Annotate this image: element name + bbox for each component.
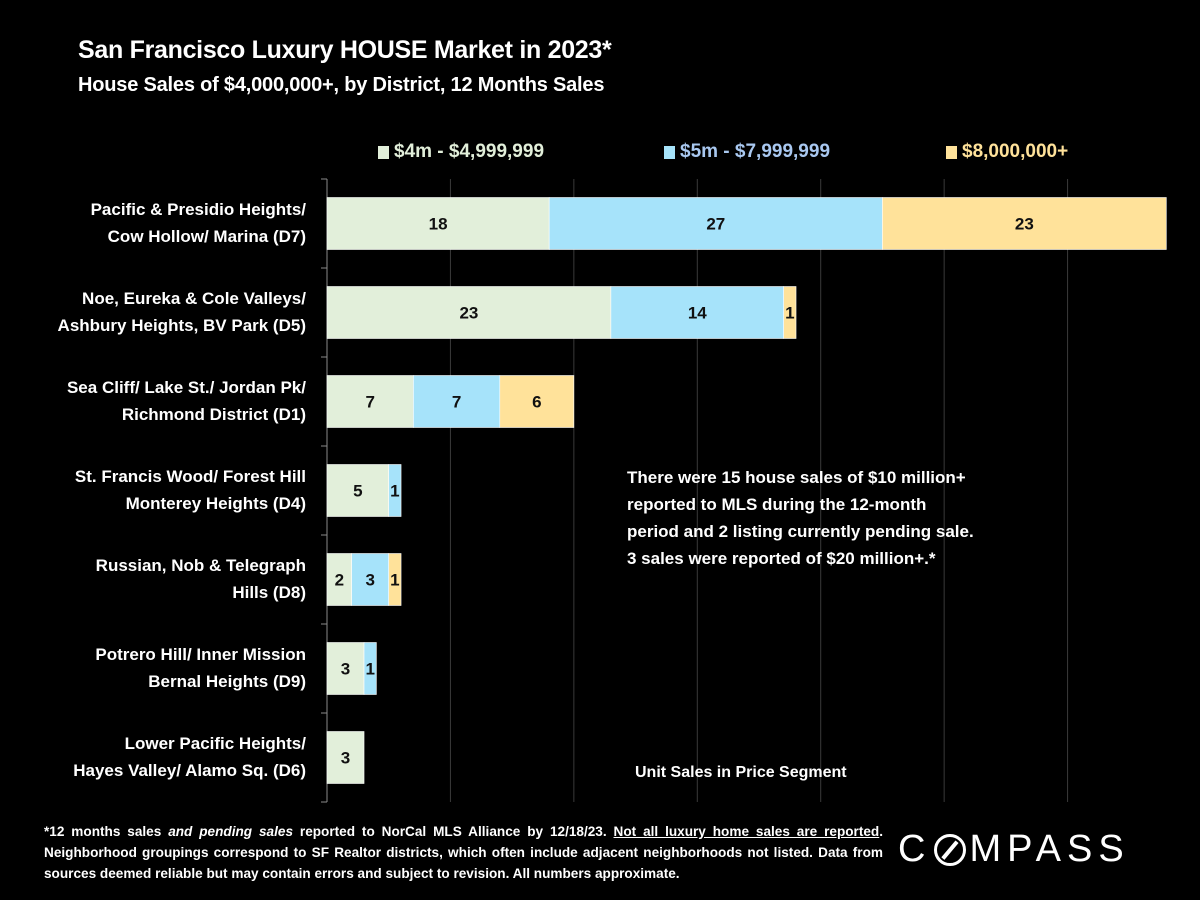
bar-value-label: 14: [688, 304, 707, 323]
category-label: Pacific & Presidio Heights/Cow Hollow/ M…: [6, 196, 306, 250]
category-label-line: Cow Hollow/ Marina (D7): [107, 226, 306, 246]
bar-segment: [882, 197, 1167, 250]
category-label: Sea Cliff/ Lake St./ Jordan Pk/Richmond …: [6, 374, 306, 428]
bar-segment: [363, 642, 377, 695]
bar-value-label: 6: [532, 393, 541, 412]
legend-swatch-4m: [378, 145, 389, 159]
bar-segment: [499, 375, 575, 428]
category-label-line: Hills (D8): [232, 582, 306, 602]
category-label-line: St. Francis Wood/ Forest Hill: [74, 466, 306, 486]
category-label: Noe, Eureka & Cole Valleys/Ashbury Heigh…: [6, 285, 306, 339]
bar-segment: [388, 553, 402, 606]
bar-segment: [326, 464, 390, 517]
category-label-line: Ashbury Heights, BV Park (D5): [57, 315, 306, 335]
logo-o-slash-icon: [934, 833, 967, 866]
bar-value-label: 1: [390, 571, 399, 590]
legend-swatch-5m: [664, 145, 675, 159]
category-label-line: Pacific & Presidio Heights/: [90, 199, 306, 219]
bar-segment: [326, 642, 365, 695]
bar-segment: [610, 286, 784, 339]
footnote-text: *12 months sales: [44, 824, 169, 839]
legend: $4m - $4,999,999 $5m - $7,999,999 $8,000…: [0, 141, 1200, 169]
bar-segment: [548, 197, 883, 250]
callout-text: There were 15 house sales of $10 million…: [627, 464, 1023, 572]
category-label-line: Russian, Nob & Telegraph: [95, 555, 306, 575]
footnote-underlined: Not all luxury home sales are reported: [613, 824, 880, 839]
bar-value-label: 18: [429, 215, 448, 234]
bar-segment: [413, 375, 501, 428]
bar-value-label: 3: [341, 660, 350, 679]
category-label-line: Richmond District (D1): [121, 404, 306, 424]
compass-logo: C MPASS: [898, 828, 1130, 871]
logo-text-c: C: [898, 828, 932, 870]
callout-line: reported to MLS during the 12-month: [627, 495, 927, 514]
category-label: St. Francis Wood/ Forest Hill Monterey He…: [6, 463, 306, 517]
bar-segment: [388, 464, 402, 517]
category-label-line: Lower Pacific Heights/: [124, 733, 306, 753]
legend-item-8m: $8,000,000+: [946, 141, 1068, 163]
logo-text-mpass: MPASS: [969, 828, 1130, 870]
legend-label-8m: $8,000,000+: [962, 141, 1069, 162]
legend-item-5m: $5m - $7,999,999: [664, 141, 830, 163]
bar-value-label: 1: [390, 482, 399, 501]
category-label: Russian, Nob & Telegraph Hills (D8): [6, 552, 306, 606]
category-label-line: Bernal Heights (D9): [148, 671, 306, 691]
callout-line: 3 sales were reported of $20 million+.*: [627, 549, 936, 568]
callout-line: There were 15 house sales of $10 million…: [627, 468, 966, 487]
chart-subtitle: House Sales of $4,000,000+, by District,…: [78, 74, 605, 96]
bar-value-label: 1: [365, 660, 374, 679]
bar-value-label: 27: [706, 215, 725, 234]
bar-segment: [351, 553, 390, 606]
bar-segment: [326, 553, 352, 606]
footnote-italic: and pending sales: [168, 824, 294, 839]
bar-segment: [326, 286, 612, 339]
footnote-text: . Neighborhood groupings correspond to S…: [44, 824, 884, 881]
legend-label-5m: $5m - $7,999,999: [680, 141, 831, 162]
bar-value-label: 7: [365, 393, 374, 412]
bar-segment: [326, 375, 414, 428]
category-label-line: Monterey Heights (D4): [125, 493, 306, 513]
bar-value-label: 2: [335, 571, 344, 590]
callout-line: period and 2 listing currently pending s…: [627, 522, 974, 541]
category-label-line: Potrero Hill/ Inner Mission: [95, 644, 306, 664]
bar-value-label: 23: [1015, 215, 1034, 234]
bar-segment: [326, 731, 365, 784]
bar-segment: [783, 286, 797, 339]
legend-label-4m: $4m - $4,999,999: [394, 141, 545, 162]
bar-value-label: 7: [452, 393, 461, 412]
x-axis-label: Unit Sales in Price Segment: [635, 764, 847, 781]
legend-item-4m: $4m - $4,999,999: [378, 141, 544, 163]
category-label: Lower Pacific Heights/Hayes Valley/ Alam…: [6, 730, 306, 784]
footnote-text: reported to NorCal MLS Alliance by 12/18…: [293, 824, 614, 839]
category-label-line: Noe, Eureka & Cole Valleys/: [82, 288, 306, 308]
category-label: Potrero Hill/ Inner Mission Bernal Height…: [6, 641, 306, 695]
bar-value-label: 23: [459, 304, 478, 323]
footnote: *12 months sales and pending sales repor…: [44, 821, 883, 884]
category-label-line: Hayes Valley/ Alamo Sq. (D6): [73, 760, 306, 780]
bar-value-label: 1: [785, 304, 794, 323]
legend-swatch-8m: [946, 145, 957, 159]
bar-value-label: 3: [341, 749, 350, 768]
bar-value-label: 5: [353, 482, 362, 501]
chart-title: San Francisco Luxury HOUSE Market in 202…: [78, 36, 612, 64]
bar-segment: [326, 197, 550, 250]
bar-value-label: 3: [365, 571, 374, 590]
category-label-line: Sea Cliff/ Lake St./ Jordan Pk/: [66, 377, 306, 397]
